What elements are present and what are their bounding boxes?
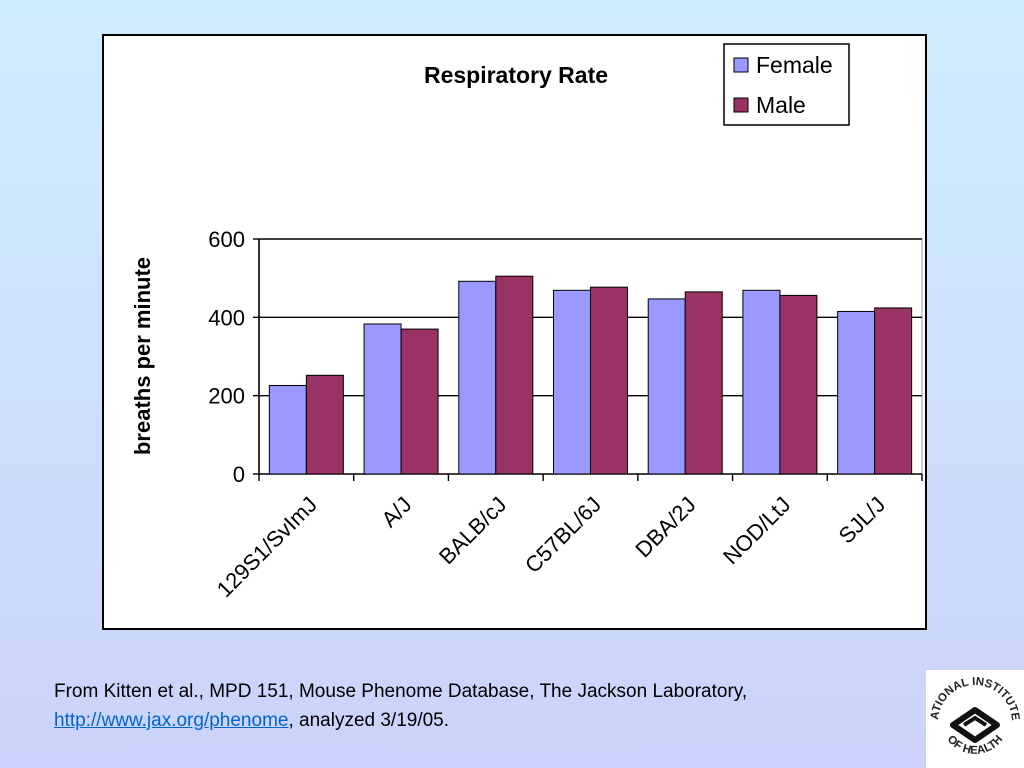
hhs-emblem-icon — [950, 707, 1000, 743]
x-tick-label: 129S1/SvImJ — [212, 492, 322, 602]
bar-male — [779, 294, 818, 475]
bar-female — [837, 310, 876, 475]
bar-female — [268, 384, 307, 475]
nih-logo: NATIONAL INSTITUTES OF HEALTH — [926, 670, 1024, 768]
x-tick-label: NOD/LtJ — [718, 492, 795, 569]
phenome-link[interactable]: http://www.jax.org/phenome — [54, 710, 289, 731]
x-tick-label: C57BL/6J — [520, 492, 606, 578]
bar-male — [874, 307, 913, 475]
caption-text: From Kitten et al., MPD 151, Mouse Pheno… — [54, 681, 748, 702]
bar-male — [400, 328, 439, 475]
bar-male — [495, 275, 534, 475]
x-tick-label: SJL/J — [834, 492, 891, 549]
y-tick-label: 600 — [208, 227, 245, 252]
chart-title: Respiratory Rate — [424, 62, 608, 88]
source-caption: From Kitten et al., MPD 151, Mouse Pheno… — [54, 677, 854, 735]
x-tick-label: A/J — [376, 492, 416, 532]
bar-female — [553, 289, 591, 475]
x-tick-label: BALB/cJ — [434, 492, 511, 569]
caption-date-text: , analyzed 3/19/05. — [288, 710, 450, 731]
bar-female — [647, 298, 686, 475]
bar-male — [590, 286, 628, 475]
chart-frame: 0 200 400 600 129S1/SvImJ A/J BALB/cJ C57BL/6J D… — [102, 34, 927, 630]
legend-label: Female — [756, 52, 833, 78]
bar-chart: 0 200 400 600 129S1/SvImJ A/J BALB/cJ C57BL/6J D… — [130, 43, 923, 602]
bar-female — [363, 323, 402, 475]
legend-swatch-female — [733, 57, 749, 73]
legend-swatch-male — [733, 97, 749, 113]
bar-female — [742, 289, 781, 475]
y-axis-label: breaths per minute — [130, 257, 155, 455]
y-tick-label: 200 — [208, 384, 245, 409]
x-tick-label: DBA/2J — [630, 492, 700, 562]
bar-male — [684, 291, 723, 475]
bar-male — [305, 374, 344, 475]
y-tick-label: 400 — [208, 305, 245, 330]
legend-label: Male — [756, 92, 806, 118]
bar-female — [458, 280, 497, 475]
y-tick-label: 0 — [233, 462, 245, 487]
